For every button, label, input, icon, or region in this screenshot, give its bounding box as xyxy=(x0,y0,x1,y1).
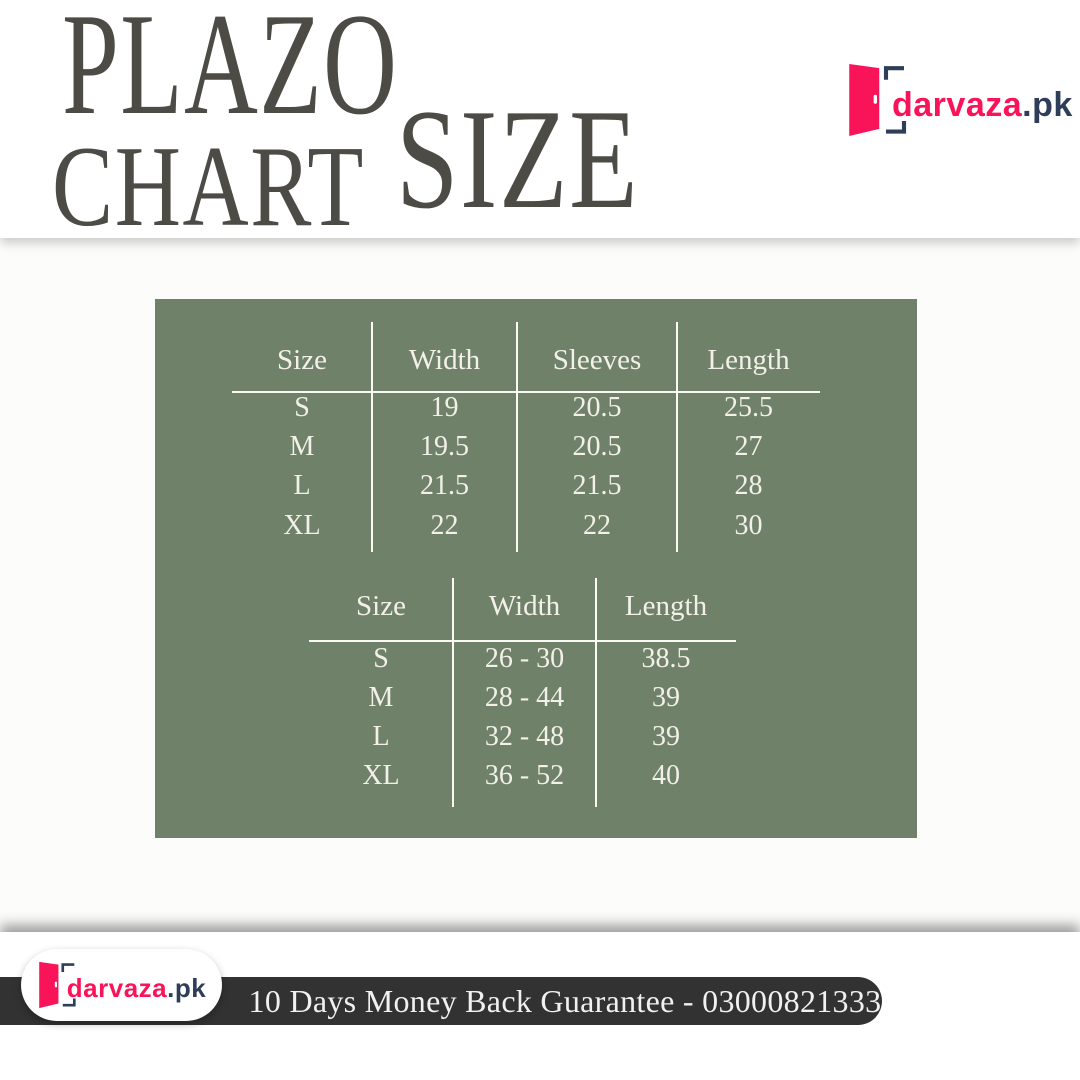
table-cell: M xyxy=(368,681,394,713)
brand-suffix: .pk xyxy=(1022,85,1073,124)
table1-column-divider-line xyxy=(676,322,678,552)
title-plazo: PLAZO xyxy=(62,0,399,145)
table2-column-divider-line xyxy=(452,578,454,807)
brand-wordmark: darvaza.pk xyxy=(892,86,1073,125)
table-row: XL 36 - 52 40 xyxy=(309,757,736,796)
table-cell: L xyxy=(293,470,311,502)
table-cell: 28 xyxy=(734,470,763,502)
table2-body: S 26 - 30 38.5 M 28 - 44 39 L 32 - 48 39… xyxy=(309,639,736,796)
column-header: Length xyxy=(707,343,790,376)
table-cell: 38.5 xyxy=(641,642,691,674)
table-cell: 28 - 44 xyxy=(484,681,565,713)
table-cell: 40 xyxy=(652,760,680,792)
table-cell: 39 xyxy=(652,681,680,713)
title-size: SIZE xyxy=(396,80,640,238)
header-card: PLAZO CHART SIZE darvaza.pk xyxy=(0,0,1080,245)
table2-header-row: Size Width Length xyxy=(309,581,736,631)
table-cell: L xyxy=(372,720,390,752)
table1-column-divider-line xyxy=(371,322,373,552)
table-cell: S xyxy=(294,391,310,423)
table-cell: 26 - 30 xyxy=(484,642,565,674)
darvaza-logo: darvaza.pk xyxy=(37,960,206,1010)
table2-header-divider-line xyxy=(309,640,736,642)
column-header: Size xyxy=(356,589,406,622)
column-header: Size xyxy=(277,343,327,376)
table-cell: 25.5 xyxy=(724,391,773,423)
table-cell: 19.5 xyxy=(420,431,469,463)
footer-logo-pill: darvaza.pk xyxy=(21,949,222,1021)
table-cell: 39 xyxy=(652,720,680,752)
table-cell: 20.5 xyxy=(572,431,622,463)
table1-header-divider-line xyxy=(232,391,820,393)
brand-name: darvaza xyxy=(892,85,1023,124)
size-tables-panel: Size Width Sleeves Length S 19 20.5 25.5… xyxy=(155,299,917,838)
column-header: Sleeves xyxy=(552,343,642,376)
open-door-icon xyxy=(849,64,907,136)
brand-suffix: .pk xyxy=(167,972,207,1003)
table1-header-row: Size Width Sleeves Length xyxy=(232,335,820,385)
table-cell: 36 - 52 xyxy=(484,760,565,792)
darvaza-logo: darvaza.pk xyxy=(846,60,1073,140)
table-cell: 32 - 48 xyxy=(484,720,565,752)
table2-column-divider-line xyxy=(595,578,597,807)
table-cell: XL xyxy=(362,760,400,792)
column-header: Width xyxy=(488,589,561,622)
brand-name: darvaza xyxy=(66,972,168,1003)
guarantee-text: 10 Days Money Back Guarantee - 030008213… xyxy=(248,983,882,1019)
table1-column-divider-line xyxy=(516,322,518,552)
column-header: Width xyxy=(408,343,481,376)
table-row: M 28 - 44 39 xyxy=(309,678,736,717)
table-cell: 19 xyxy=(430,391,459,423)
table-row: L 32 - 48 39 xyxy=(309,717,736,756)
table-cell: 22 xyxy=(583,509,611,541)
title-chart: CHART xyxy=(52,123,365,251)
table-cell: 30 xyxy=(734,509,763,541)
open-door-icon xyxy=(38,961,76,1009)
column-header: Length xyxy=(624,589,708,622)
table-cell: 27 xyxy=(734,431,763,463)
content-area: Size Width Sleeves Length S 19 20.5 25.5… xyxy=(0,238,1080,932)
table-row: XL 22 22 30 xyxy=(232,506,820,545)
table-cell: 22 xyxy=(430,509,459,541)
table-row: S 26 - 30 38.5 xyxy=(309,639,736,678)
table-cell: S xyxy=(373,642,389,674)
brand-wordmark: darvaza.pk xyxy=(67,973,206,1004)
table-cell: 20.5 xyxy=(572,391,622,423)
table-row: M 19.5 20.5 27 xyxy=(232,427,820,466)
table-cell: M xyxy=(289,431,315,463)
table-cell: 21.5 xyxy=(572,470,622,502)
footer-card: 10 Days Money Back Guarantee - 030008213… xyxy=(0,932,1080,1080)
table-cell: 21.5 xyxy=(420,470,469,502)
table-row: S 19 20.5 25.5 xyxy=(232,388,820,427)
table-cell: XL xyxy=(283,509,321,541)
table1-body: S 19 20.5 25.5 M 19.5 20.5 27 L 21.5 21.… xyxy=(232,388,820,546)
table-row: L 21.5 21.5 28 xyxy=(232,467,820,506)
